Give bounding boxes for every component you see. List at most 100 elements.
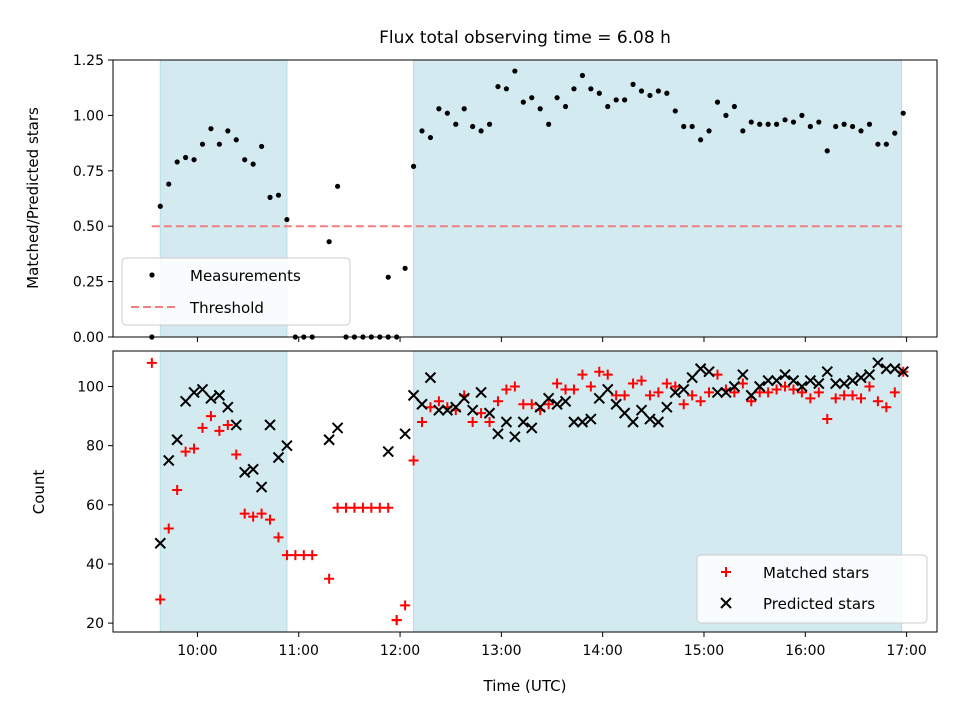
matched-star-point (509, 381, 520, 392)
predicted-star-point (154, 537, 166, 549)
measurement-point (419, 128, 425, 134)
x-tick-label: 16:00 (785, 643, 825, 659)
measurement-point (757, 121, 763, 127)
measurement-point (858, 128, 864, 134)
matched-star-point (155, 594, 166, 605)
matched-star-point (670, 381, 681, 392)
matched-star-point (298, 550, 309, 561)
matched-star-point (687, 390, 698, 401)
measurement-point (833, 123, 839, 130)
matched-star-point (256, 508, 267, 519)
matched-star-point (568, 384, 579, 395)
predicted-star-point (610, 398, 622, 410)
measurement-point (427, 134, 434, 141)
predicted-star-point (703, 365, 715, 378)
matched-star-point (366, 502, 377, 513)
matched-star-point (644, 390, 655, 401)
top-shaded-intervals (159, 59, 903, 338)
predicted-star-point (559, 395, 572, 407)
x-tick-label: 13:00 (481, 643, 521, 659)
legend-threshold-label: Threshold (189, 299, 264, 317)
bottom-axes-frame (112, 350, 938, 633)
legend-matched-marker (721, 567, 731, 577)
matched-star-point (560, 384, 571, 395)
matched-star-point (780, 381, 791, 392)
matched-star-point (889, 387, 900, 398)
predicted-star-point (433, 404, 445, 416)
y-tick-label: 0.00 (73, 330, 104, 346)
predicted-star-point (551, 398, 563, 410)
measurement-point (731, 103, 737, 110)
x-tick-label: 11:00 (279, 643, 319, 659)
predicted-star-point (382, 445, 394, 458)
measurement-point (816, 119, 822, 125)
top-y-axis-title: Matched/Predicted stars (24, 107, 42, 289)
bottom-y-ticks: 20 40 60 80 100 (77, 379, 113, 632)
measurement-point (714, 99, 721, 105)
predicted-star-point (255, 481, 268, 493)
predicted-star-point (458, 392, 470, 405)
measurement-point (385, 274, 391, 280)
top-axes-frame (112, 59, 938, 338)
predicted-star-point (450, 401, 462, 413)
predicted-star-point (745, 389, 757, 402)
predicted-star-point (424, 371, 437, 384)
matched-star-point (265, 514, 276, 525)
matched-star-point (526, 399, 537, 410)
matched-star-point (704, 387, 715, 398)
predicted-star-point (829, 377, 842, 390)
matched-star-point (273, 532, 284, 543)
predicted-star-point (627, 416, 639, 428)
predicted-star-point (213, 389, 226, 402)
legend-box (696, 554, 928, 624)
measurement-point (681, 123, 687, 130)
matched-star-point (391, 615, 402, 626)
legend-measurements-label: Measurements (190, 267, 301, 285)
measurement-point (849, 123, 856, 130)
bottom-panel: 20 40 60 80 100 10:00 11:00 12:00 13:00 14:00 15:… (30, 350, 938, 695)
predicted-star-point (711, 386, 724, 399)
matched-star-point (695, 396, 706, 407)
top-x-ticks (196, 337, 908, 342)
predicted-star-point (779, 368, 791, 381)
legend-predicted-label: Predicted stars (763, 595, 875, 613)
matched-star-point (492, 396, 503, 407)
predicted-star-point (163, 454, 175, 467)
y-tick-label: 0.75 (73, 164, 104, 180)
predicted-star-point (238, 466, 251, 478)
measurement-point (520, 99, 526, 105)
matched-star-point (577, 369, 588, 380)
legend-predicted-marker (720, 597, 732, 609)
predicted-star-point (618, 407, 631, 419)
matched-star-point (476, 408, 487, 419)
matched-star-point (543, 399, 554, 410)
matched-star-point (484, 416, 495, 427)
predicted-star-point (694, 363, 707, 375)
predicted-star-point (846, 374, 859, 387)
measurement-point (537, 106, 543, 112)
measurement-point (790, 119, 797, 125)
matched-star-point (197, 422, 208, 433)
predicted-star-point (889, 363, 901, 375)
x-tick-label: 15:00 (684, 643, 724, 659)
predicted-star-point (796, 380, 808, 393)
measurement-point (875, 141, 881, 147)
matched-star-point (636, 375, 647, 386)
matched-star-point (357, 502, 368, 513)
matched-star-point (754, 387, 765, 398)
predicted-star-point (230, 419, 242, 431)
matched-star-point (146, 357, 157, 368)
measurement-point (546, 121, 552, 127)
predicted-star-point (897, 365, 909, 378)
matched-star-point (281, 550, 292, 561)
measurement-point (613, 97, 619, 103)
measurement-point (225, 128, 231, 134)
predicted-star-point (821, 365, 833, 378)
y-tick-label: 60 (86, 498, 104, 514)
predicted-star-point (264, 419, 276, 431)
matched-star-point (307, 550, 318, 561)
measurement-point (892, 130, 898, 136)
matched-star-point (214, 425, 225, 436)
shaded-interval (159, 350, 288, 633)
